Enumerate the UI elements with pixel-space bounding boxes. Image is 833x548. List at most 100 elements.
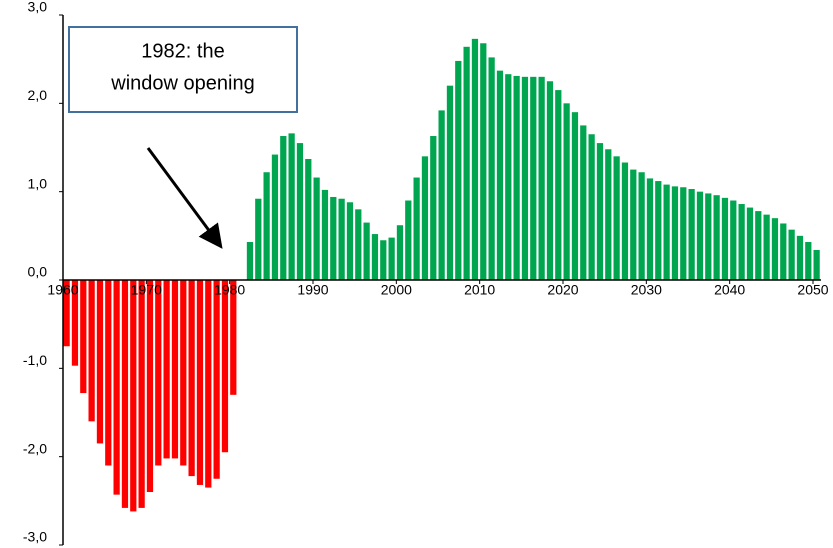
bar — [505, 74, 512, 280]
bar — [813, 249, 820, 280]
y-tick-label: -3,0 — [23, 529, 47, 545]
bar — [396, 225, 404, 280]
bar — [388, 237, 395, 280]
bar — [205, 280, 212, 488]
bar — [696, 191, 704, 280]
bar — [338, 198, 345, 280]
bar — [171, 280, 179, 459]
bar — [121, 280, 129, 508]
bar — [580, 125, 587, 281]
bar — [630, 169, 637, 280]
bar — [613, 156, 620, 280]
bar — [796, 235, 804, 280]
bar — [280, 136, 287, 280]
bar — [371, 234, 379, 280]
x-tick-label: 2030 — [631, 282, 662, 298]
bar — [730, 200, 737, 280]
bar — [463, 46, 470, 280]
bar — [213, 280, 220, 479]
bar — [571, 112, 579, 281]
bar — [246, 242, 254, 280]
bar — [96, 280, 104, 444]
bar — [421, 156, 429, 280]
bar — [271, 154, 279, 280]
bar — [538, 76, 545, 280]
bar — [138, 280, 145, 508]
bar — [321, 189, 329, 280]
bar — [546, 81, 554, 280]
bar — [721, 197, 729, 280]
bar — [430, 136, 437, 280]
bar — [738, 204, 745, 280]
bar — [446, 85, 454, 281]
bar — [63, 280, 70, 347]
bar — [655, 181, 662, 280]
bar — [296, 143, 304, 280]
bar — [788, 229, 795, 280]
bar — [221, 280, 229, 453]
annotation-text: 1982: the — [141, 40, 224, 62]
bar — [163, 280, 170, 459]
bar — [313, 177, 320, 280]
x-tick-label: 1980 — [214, 282, 245, 298]
x-tick-label: 1990 — [297, 282, 328, 298]
bar — [105, 280, 112, 466]
x-tick-label: 2010 — [464, 282, 495, 298]
bar — [671, 186, 679, 280]
bar — [288, 133, 295, 280]
bar — [146, 280, 154, 492]
bar — [80, 280, 87, 394]
bar — [755, 211, 762, 280]
bar — [471, 38, 479, 280]
bar — [305, 158, 312, 280]
bar — [763, 214, 770, 280]
bar — [688, 189, 695, 280]
y-tick-label: 0,0 — [28, 264, 48, 280]
bar — [230, 280, 237, 395]
bar — [380, 240, 387, 280]
x-tick-label: 1960 — [47, 282, 78, 298]
bar — [405, 200, 412, 280]
bar — [196, 280, 204, 485]
annotation-text: window opening — [110, 72, 254, 94]
bar — [188, 280, 195, 477]
bar — [780, 223, 787, 280]
x-tick-label: 1970 — [131, 282, 162, 298]
x-tick-label: 2000 — [381, 282, 412, 298]
bar — [705, 193, 712, 280]
bar — [771, 218, 779, 280]
bar — [746, 207, 754, 280]
annotation-box — [68, 26, 298, 113]
y-tick-label: -1,0 — [23, 352, 47, 368]
bar — [413, 177, 420, 280]
bar — [255, 198, 262, 280]
bar — [513, 75, 520, 280]
bar — [355, 209, 362, 280]
bar — [563, 103, 570, 280]
bar — [605, 149, 612, 280]
bar — [521, 76, 529, 280]
bar — [263, 172, 270, 280]
bar — [130, 280, 137, 512]
bar — [330, 196, 337, 280]
y-tick-label: 2,0 — [28, 87, 48, 103]
bar — [588, 134, 595, 280]
bar — [346, 202, 354, 280]
bar — [71, 280, 79, 366]
bar — [496, 70, 504, 281]
bar — [663, 184, 670, 280]
bar — [438, 110, 445, 281]
bar — [805, 242, 812, 280]
bar — [363, 222, 370, 280]
x-tick-label: 2050 — [797, 282, 828, 298]
bar — [530, 76, 537, 280]
bar — [180, 280, 187, 466]
bar — [155, 280, 162, 466]
bar — [713, 195, 720, 280]
bar — [621, 162, 629, 280]
bar — [646, 178, 654, 280]
y-tick-label: 3,0 — [28, 0, 48, 15]
x-tick-label: 2040 — [714, 282, 745, 298]
bar — [596, 143, 604, 280]
